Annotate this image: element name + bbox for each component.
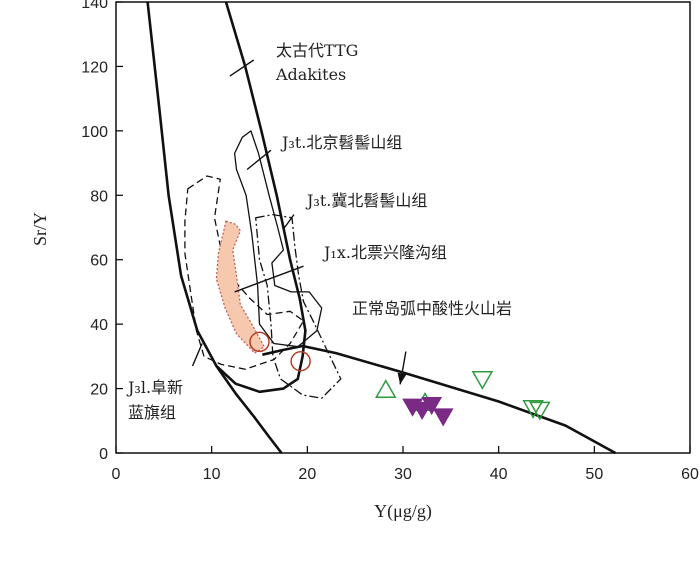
x-tick-label: 40 bbox=[490, 466, 508, 483]
y-tick-label: 120 bbox=[81, 59, 108, 76]
leader-line bbox=[246, 149, 272, 171]
field-label-arc: 正常岛弧中酸性火山岩 bbox=[352, 299, 512, 318]
leader-line bbox=[234, 265, 304, 293]
circle-point bbox=[290, 350, 311, 372]
y-tick-label: 100 bbox=[81, 124, 108, 141]
y-tick-label: 20 bbox=[90, 382, 108, 399]
triangle-down-point bbox=[471, 371, 494, 390]
triangle-down-point bbox=[522, 400, 544, 419]
arc-field-curve bbox=[215, 365, 283, 454]
x-tick-label: 0 bbox=[112, 466, 121, 483]
field-label-beipiao: J₁x.北票兴隆沟组 bbox=[322, 243, 447, 262]
x-tick-label: 20 bbox=[298, 466, 316, 483]
y-tick-label: 60 bbox=[90, 253, 108, 270]
triangle-down-filled-point bbox=[432, 408, 454, 427]
x-tick-label: 30 bbox=[394, 466, 412, 483]
field-label-jibei: J₃t.冀北髫髻山组 bbox=[305, 191, 427, 210]
data-points bbox=[249, 331, 551, 427]
field-label-ttg: 太古代TTG bbox=[276, 41, 358, 60]
plot-frame bbox=[115, 1, 691, 454]
field-label-beijing: J₃t.北京髫髻山组 bbox=[280, 133, 402, 152]
field-label-ttg: Adakites bbox=[275, 65, 346, 84]
beipiao-field bbox=[215, 220, 266, 354]
leader-line bbox=[282, 214, 295, 230]
y-tick-label: 0 bbox=[99, 446, 108, 463]
triangle-down-point bbox=[529, 401, 551, 421]
fuxin-field bbox=[184, 175, 305, 370]
y-axis-title: Sr/Y bbox=[30, 212, 50, 246]
field-label-fuxin: 蓝旗组 bbox=[128, 403, 176, 422]
triangle-down-filled-point bbox=[421, 397, 443, 416]
adakite-field-boundary bbox=[146, 1, 307, 394]
circle-point bbox=[249, 331, 270, 353]
x-tick-label: 60 bbox=[681, 466, 699, 483]
jibei-field bbox=[255, 213, 342, 399]
arc-field-upper bbox=[262, 344, 617, 455]
x-tick-label: 50 bbox=[585, 466, 603, 483]
leader-line bbox=[229, 59, 255, 77]
field-labels: 太古代TTG Adakites J₃t.北京髫髻山组 J₃t.冀北髫髻山组 J₁x.北票… bbox=[126, 41, 512, 422]
y-tick-label: 140 bbox=[81, 0, 108, 12]
y-tick-label: 40 bbox=[90, 317, 108, 334]
triangle-up-point bbox=[374, 379, 397, 399]
leader-line bbox=[191, 343, 203, 367]
field-label-fuxin: J₃l.阜新 bbox=[126, 378, 183, 397]
x-tick-label: 10 bbox=[203, 466, 221, 483]
axes: 0 10 20 30 40 50 60 0 20 40 60 80 100 120 140 bbox=[81, 0, 699, 483]
y-tick-label: 80 bbox=[90, 188, 108, 205]
arrow-head bbox=[397, 372, 407, 385]
beijing-field bbox=[233, 130, 323, 348]
x-axis-title: Y(μg/g) bbox=[374, 501, 432, 522]
field-boundaries bbox=[146, 1, 617, 455]
